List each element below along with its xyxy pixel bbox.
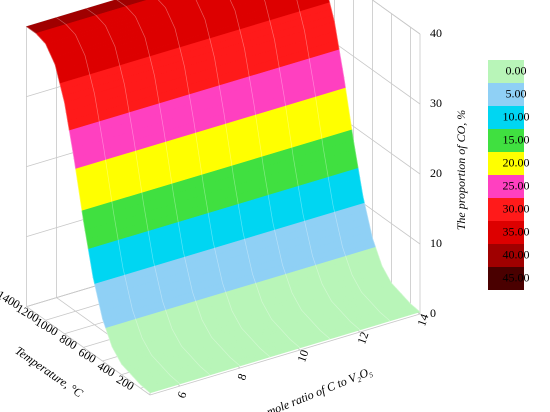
legend-label: 20.00 [503, 155, 530, 169]
surface-patch [147, 310, 421, 394]
z-tick-label: 40 [430, 26, 442, 40]
mesh-line [263, 0, 361, 331]
mesh-line [116, 0, 241, 367]
y-tick-label: 6 [174, 390, 189, 400]
z-axis-title: The proportion of CO, % [454, 110, 468, 231]
legend-swatch [488, 60, 524, 83]
legend-label: 40.00 [503, 247, 530, 261]
x-tick-label: 800 [57, 331, 80, 352]
z-tick-label: 30 [430, 96, 442, 110]
mesh-line [229, 0, 331, 340]
mesh-line [328, 0, 421, 313]
legend-swatch [488, 267, 524, 290]
y-tick-label: 12 [354, 330, 371, 346]
legend-swatch [488, 152, 524, 175]
box-edge [149, 313, 421, 396]
legend-label: 15.00 [503, 132, 530, 146]
legend-label: 5.00 [506, 86, 527, 100]
legend-label: 25.00 [503, 178, 530, 192]
z-tick-label: 10 [430, 236, 442, 250]
legend-swatch [488, 175, 524, 198]
mesh-line [56, 17, 181, 385]
legend-label: 30.00 [503, 201, 530, 215]
legend-label: 0.00 [506, 63, 527, 77]
legend-swatch [488, 221, 524, 244]
legend-label: 35.00 [503, 224, 530, 238]
mesh-line [296, 0, 391, 322]
z-tick-label: 0 [430, 306, 436, 320]
x-axis-title: Temperature, °C [12, 343, 86, 400]
legend-swatch [488, 106, 524, 129]
legend-label: 45.00 [503, 270, 530, 284]
y-tick-label: 8 [234, 372, 249, 382]
y-axis-title: The mole ratio of C to V₂O₅ [245, 364, 374, 412]
mesh-line [86, 8, 211, 376]
legend-label: 10.00 [503, 109, 530, 123]
x-tick-label: 600 [76, 345, 99, 366]
legend-swatch [488, 129, 524, 152]
z-tick-label: 20 [430, 166, 442, 180]
x-tick-label: 400 [95, 358, 118, 379]
legend-swatch [488, 198, 524, 221]
legend-swatch [488, 244, 524, 267]
y-tick-label: 10 [294, 348, 311, 364]
legend-swatch [488, 83, 524, 106]
grid-line [26, 0, 421, 35]
mesh-line [157, 0, 271, 358]
y-tick-label: 14 [414, 312, 431, 328]
mesh-line [26, 26, 151, 394]
mesh-line [195, 0, 301, 349]
box-edge [26, 306, 151, 396]
